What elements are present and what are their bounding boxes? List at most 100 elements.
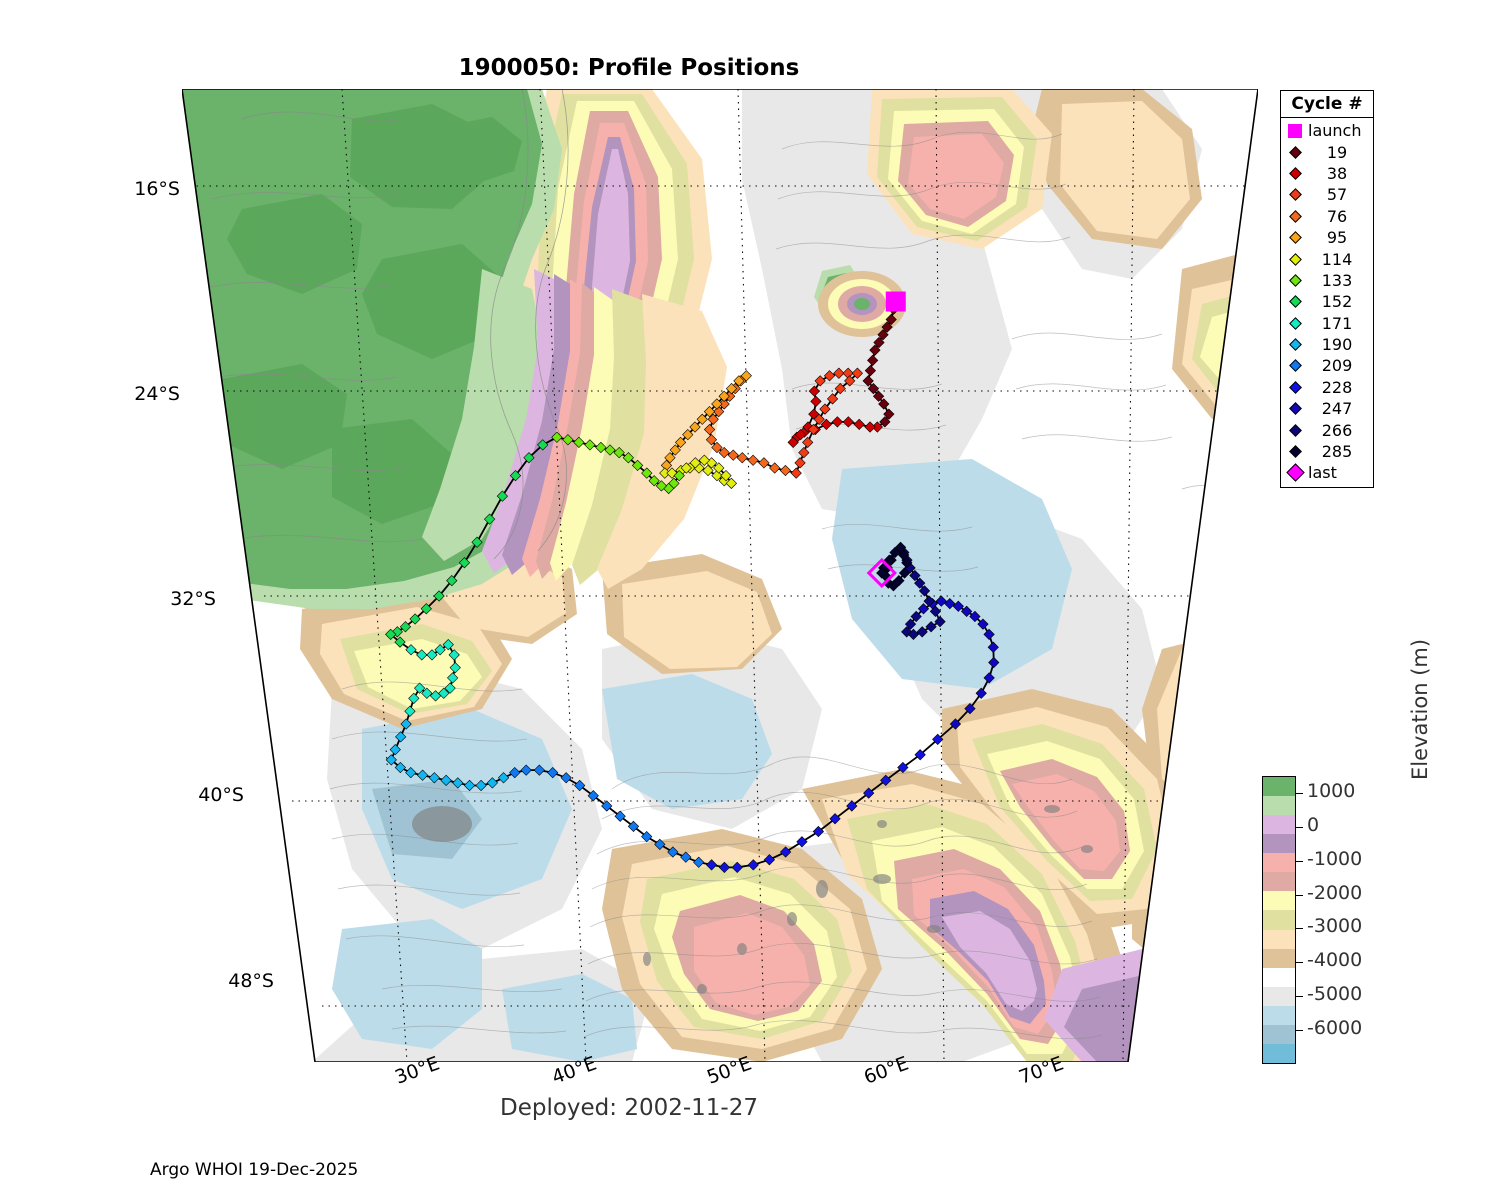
profile-marker[interactable] <box>794 457 806 469</box>
profile-marker[interactable] <box>796 836 808 848</box>
profile-marker[interactable] <box>667 846 679 858</box>
profile-marker[interactable] <box>444 682 456 694</box>
profile-marker[interactable] <box>718 861 731 874</box>
profile-marker[interactable] <box>918 585 931 597</box>
profile-marker[interactable] <box>881 321 893 333</box>
profile-marker[interactable] <box>385 754 397 766</box>
profile-marker[interactable] <box>914 749 926 761</box>
profile-marker[interactable] <box>872 390 885 402</box>
profile-marker[interactable] <box>831 416 844 428</box>
profile-marker[interactable] <box>391 626 403 638</box>
profile-marker[interactable] <box>416 649 428 661</box>
profile-marker[interactable] <box>711 398 723 410</box>
profile-marker[interactable] <box>713 462 725 474</box>
profile-marker[interactable] <box>733 375 745 387</box>
profile-marker[interactable] <box>537 439 549 451</box>
profile-marker[interactable] <box>674 436 687 448</box>
profile-marker[interactable] <box>873 336 885 349</box>
profile-marker[interactable] <box>426 649 438 661</box>
profile-marker[interactable] <box>389 743 401 756</box>
profile-marker[interactable] <box>641 467 653 479</box>
profile-marker[interactable] <box>987 641 999 653</box>
profile-marker[interactable] <box>420 603 432 615</box>
profile-marker[interactable] <box>395 731 407 743</box>
profile-marker[interactable] <box>833 367 845 379</box>
profile-marker[interactable] <box>614 810 626 822</box>
profile-marker[interactable] <box>862 375 874 387</box>
profile-marker[interactable] <box>471 536 483 548</box>
profile-marker[interactable] <box>718 446 730 459</box>
profile-marker[interactable] <box>655 480 668 492</box>
profile-marker[interactable] <box>707 413 719 425</box>
profile-marker[interactable] <box>904 618 917 630</box>
profile-marker[interactable] <box>794 429 807 441</box>
profile-marker[interactable] <box>879 416 891 428</box>
legend-item-launch[interactable]: launch <box>1281 120 1373 141</box>
profile-marker[interactable] <box>394 761 406 774</box>
profile-marker[interactable] <box>622 452 634 464</box>
profile-marker[interactable] <box>897 761 909 774</box>
profile-marker[interactable] <box>680 851 692 863</box>
profile-marker[interactable] <box>433 590 445 602</box>
last-position-marker[interactable] <box>866 557 897 589</box>
profile-marker[interactable] <box>682 429 694 441</box>
profile-marker[interactable] <box>834 382 846 395</box>
profile-marker[interactable] <box>409 613 421 625</box>
profile-marker[interactable] <box>740 370 752 382</box>
profile-marker[interactable] <box>404 705 416 717</box>
profile-marker[interactable] <box>944 598 956 610</box>
profile-marker[interactable] <box>798 446 810 459</box>
profile-marker[interactable] <box>814 375 826 387</box>
legend-item-last[interactable]: last <box>1281 462 1373 483</box>
profile-marker[interactable] <box>813 413 825 425</box>
profile-marker[interactable] <box>533 764 545 776</box>
profile-marker[interactable] <box>696 413 708 425</box>
profile-marker[interactable] <box>961 605 973 617</box>
profile-marker[interactable] <box>877 329 889 341</box>
profile-marker[interactable] <box>693 856 705 868</box>
profile-marker[interactable] <box>898 567 911 579</box>
profile-marker[interactable] <box>523 452 535 464</box>
profile-marker[interactable] <box>573 436 585 448</box>
profile-marker[interactable] <box>983 628 995 641</box>
profile-marker[interactable] <box>725 477 738 489</box>
elevation-colorbar[interactable] <box>1262 776 1296 1064</box>
profile-marker[interactable] <box>807 423 820 436</box>
endpoint-markers[interactable] <box>866 291 906 589</box>
profile-marker[interactable] <box>779 846 792 858</box>
profile-marker[interactable] <box>810 395 822 408</box>
profile-marker[interactable] <box>747 454 759 466</box>
profile-marker[interactable] <box>851 367 863 379</box>
profile-marker[interactable] <box>648 475 660 487</box>
profile-marker[interactable] <box>952 600 964 612</box>
legend-items[interactable]: launch 19 38 57 76 95 114 133 152 171 190 209 228 247… <box>1281 118 1373 487</box>
profile-marker[interactable] <box>711 441 723 454</box>
profile-marker[interactable] <box>736 452 748 464</box>
profile-marker[interactable] <box>727 449 739 461</box>
launch-marker[interactable] <box>885 291 906 312</box>
profile-marker[interactable] <box>601 800 613 812</box>
profile-marker[interactable] <box>509 767 521 779</box>
profile-marker[interactable] <box>446 574 458 587</box>
profile-marker[interactable] <box>702 464 714 477</box>
profile-marker[interactable] <box>705 434 718 446</box>
profile-marker[interactable] <box>664 452 676 464</box>
profile-marker[interactable] <box>876 567 888 579</box>
profile-marker[interactable] <box>438 687 450 699</box>
profile-marker[interactable] <box>923 595 935 607</box>
profile-marker[interactable] <box>731 861 743 874</box>
legend-item-38[interactable]: 38 <box>1281 163 1373 184</box>
profile-marker[interactable] <box>440 774 452 786</box>
profile-marker[interactable] <box>935 595 947 607</box>
profile-marker[interactable] <box>698 454 710 466</box>
profile-marker[interactable] <box>587 790 599 802</box>
profile-marker[interactable] <box>969 610 981 623</box>
profile-marker[interactable] <box>964 703 976 715</box>
profile-marker[interactable] <box>725 382 738 395</box>
profile-marker[interactable] <box>562 434 574 446</box>
profile-marker[interactable] <box>405 767 417 779</box>
profile-marker[interactable] <box>883 554 896 566</box>
profile-marker[interactable] <box>448 649 460 661</box>
profile-marker[interactable] <box>864 365 877 377</box>
legend-item-19[interactable]: 19 <box>1281 141 1373 162</box>
